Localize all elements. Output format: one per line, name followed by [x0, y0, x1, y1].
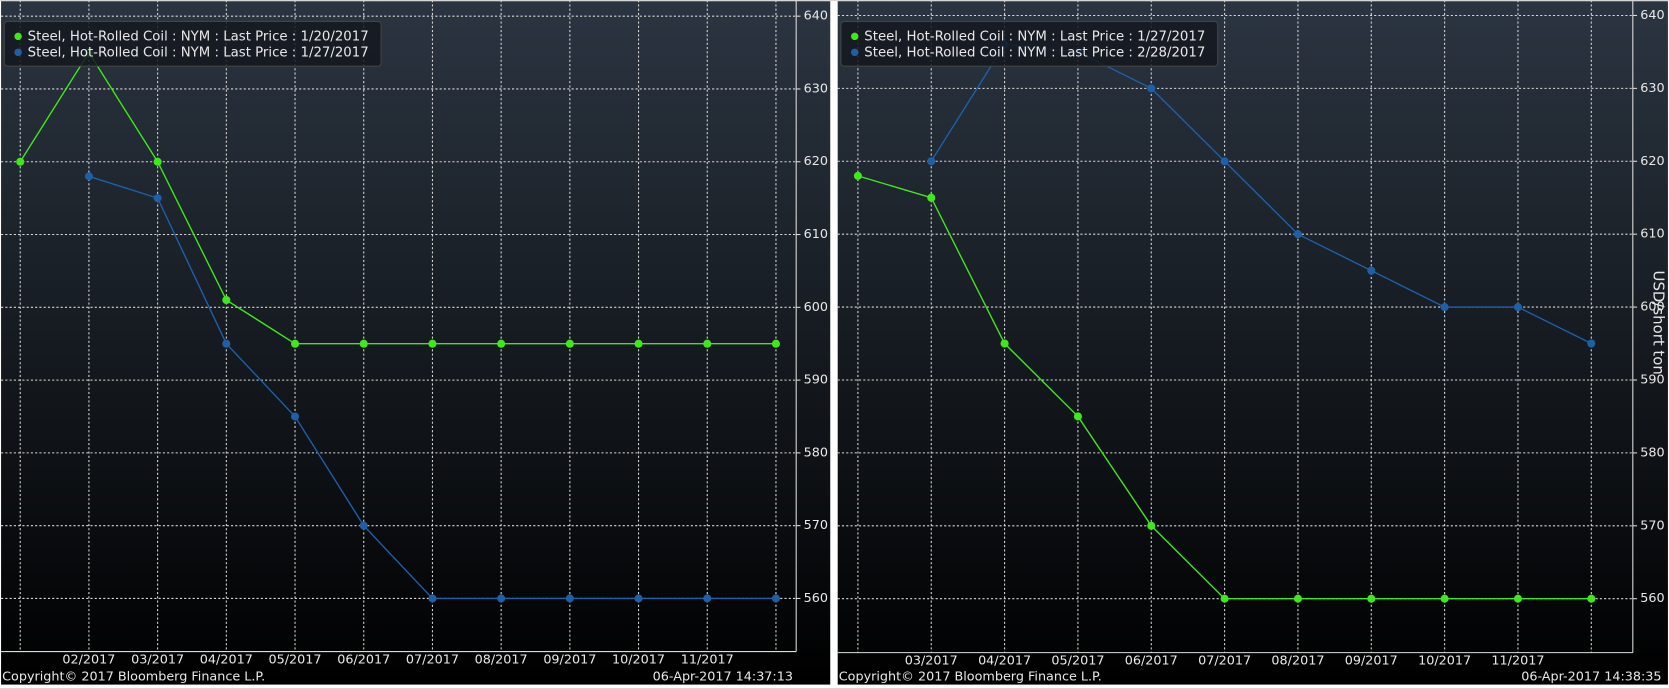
y-tick-label: 570: [804, 518, 828, 533]
data-point: [771, 339, 781, 348]
data-point: [497, 594, 506, 603]
x-tick-label: 05/2017: [269, 653, 322, 668]
timestamp: 06-Apr-2017 14:37:13: [653, 670, 793, 685]
x-tick-label: 07/2017: [406, 653, 459, 668]
data-point: [1220, 594, 1229, 603]
legend-box: [840, 20, 1219, 67]
x-tick-label: 04/2017: [978, 654, 1031, 669]
data-point: [497, 339, 506, 348]
x-tick-label: 02/2017: [62, 653, 115, 668]
data-point: [153, 194, 162, 203]
data-point: [1073, 412, 1082, 421]
timestamp: 06-Apr-2017 14:38:35: [1521, 670, 1661, 685]
y-tick-label: 590: [1640, 372, 1664, 387]
x-tick-label: 09/2017: [543, 653, 596, 668]
legend-marker: [14, 48, 22, 57]
y-tick-label: 560: [1640, 591, 1664, 606]
x-tick-label: 10/2017: [612, 653, 665, 668]
x-tick-label: 04/2017: [200, 653, 253, 668]
series-line: [19, 51, 776, 345]
x-tick-label: 11/2017: [681, 653, 734, 668]
data-point: [565, 339, 574, 348]
data-point: [1000, 339, 1009, 348]
y-tick-label: 640: [1640, 8, 1664, 23]
data-point: [1513, 594, 1523, 603]
legend-label: Steel, Hot-Rolled Coil : NYM : Last Pric…: [864, 45, 1205, 60]
y-tick-label: 600: [804, 300, 828, 315]
data-point: [1440, 303, 1449, 312]
data-point: [359, 339, 368, 348]
x-tick-label: 06/2017: [1125, 654, 1178, 669]
data-point: [1220, 157, 1229, 166]
data-point: [1147, 84, 1156, 93]
data-point: [634, 339, 643, 348]
data-point: [565, 594, 574, 603]
legend-label: Steel, Hot-Rolled Coil : NYM : Last Pric…: [864, 29, 1205, 44]
data-point: [222, 295, 231, 305]
data-point: [1367, 594, 1376, 603]
y-tick-label: 580: [1640, 445, 1664, 460]
x-tick-label: 06/2017: [337, 653, 390, 668]
data-point: [703, 339, 712, 348]
x-tick-label: 08/2017: [1271, 654, 1324, 669]
data-point: [927, 193, 936, 202]
data-point: [1367, 266, 1376, 275]
legend-label: Steel, Hot-Rolled Coil : NYM : Last Pric…: [28, 29, 369, 44]
panel-background: [837, 1, 1668, 685]
data-point: [1513, 303, 1523, 312]
legend-label: Steel, Hot-Rolled Coil : NYM : Last Pric…: [28, 45, 369, 60]
legend-marker: [850, 32, 859, 41]
data-point: [290, 412, 300, 421]
data-point: [1293, 594, 1302, 603]
y-tick-label: 630: [1640, 81, 1664, 96]
data-point: [153, 157, 162, 166]
legend-marker: [850, 48, 859, 57]
y-tick-label: 590: [804, 373, 828, 388]
panel-background: [1, 1, 831, 685]
data-point: [428, 594, 437, 603]
data-point: [1293, 230, 1302, 239]
data-point: [1587, 339, 1596, 348]
copyright: Copyright© 2017 Bloomberg Finance L.P.: [2, 670, 265, 685]
y-tick-label: 620: [1640, 154, 1664, 169]
y-tick-label: 610: [804, 227, 828, 242]
data-point: [290, 339, 300, 348]
data-point: [1440, 594, 1449, 603]
x-tick-label: 08/2017: [475, 653, 528, 668]
y-tick-label: 580: [804, 445, 828, 460]
data-point: [359, 521, 368, 530]
legend-box: [3, 20, 382, 67]
y-tick-label: 570: [1640, 518, 1664, 533]
x-tick-label: 09/2017: [1345, 654, 1398, 669]
data-point: [16, 157, 25, 166]
data-point: [703, 594, 712, 603]
y-tick-label: 640: [804, 9, 828, 24]
data-point: [84, 172, 93, 181]
x-tick-label: 03/2017: [905, 654, 958, 669]
x-tick-label: 07/2017: [1198, 654, 1251, 669]
y-tick-label: 610: [1640, 227, 1664, 242]
copyright: Copyright© 2017 Bloomberg Finance L.P.: [839, 670, 1102, 685]
x-tick-label: 03/2017: [131, 653, 184, 668]
x-tick-label: 05/2017: [1051, 654, 1104, 669]
data-point: [428, 339, 437, 348]
data-point: [927, 157, 936, 166]
legend-marker: [14, 32, 22, 41]
data-point: [771, 594, 781, 603]
data-point: [1587, 594, 1596, 603]
data-point: [853, 171, 862, 180]
data-point: [634, 594, 643, 603]
data-point: [222, 339, 231, 348]
x-tick-label: 11/2017: [1491, 654, 1544, 669]
x-tick-label: 10/2017: [1418, 654, 1471, 669]
y-tick-label: 560: [804, 591, 828, 606]
y-tick-label: 620: [804, 154, 828, 169]
data-point: [1147, 521, 1156, 530]
y-tick-label: 630: [804, 81, 828, 96]
y-axis-label: USD/short ton: [1649, 271, 1667, 375]
y-tick-label: 600: [1640, 300, 1664, 315]
